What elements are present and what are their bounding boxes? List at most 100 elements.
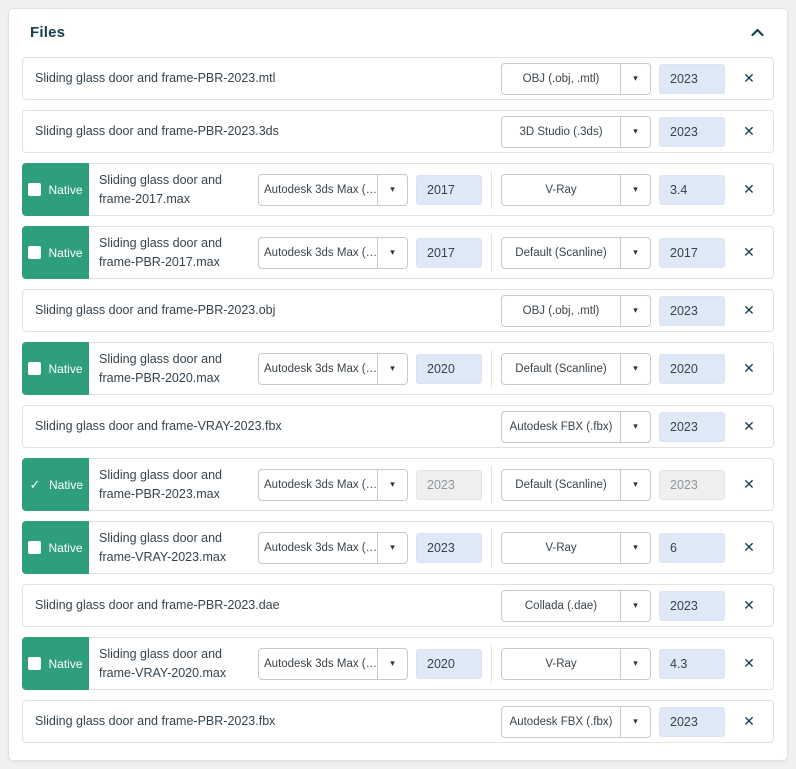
close-icon[interactable]: ✕ bbox=[733, 116, 765, 148]
renderer-select[interactable]: V-Ray ▾ bbox=[501, 647, 651, 680]
close-icon[interactable]: ✕ bbox=[733, 648, 765, 680]
format-select-value: Autodesk 3ds Max (… bbox=[264, 246, 377, 259]
native-badge[interactable]: ✓ Native bbox=[22, 458, 89, 511]
renderer-version-input[interactable] bbox=[659, 174, 725, 205]
renderer-select[interactable]: V-Ray ▾ bbox=[501, 173, 651, 206]
format-select[interactable]: 3D Studio (.3ds) ▾ bbox=[501, 115, 651, 148]
close-icon[interactable]: ✕ bbox=[733, 174, 765, 206]
close-icon[interactable]: ✕ bbox=[733, 411, 765, 443]
file-row: Native Sliding glass door and frame-VRAY… bbox=[22, 637, 774, 690]
format-select-value: Autodesk 3ds Max (… bbox=[264, 657, 377, 670]
file-row: Sliding glass door and frame-PBR-2023.ob… bbox=[22, 289, 774, 332]
chevron-down-icon[interactable]: ▾ bbox=[620, 706, 650, 737]
format-select[interactable]: OBJ (.obj, .mtl) ▾ bbox=[501, 62, 651, 95]
chevron-up-icon bbox=[751, 25, 764, 40]
native-checkbox[interactable] bbox=[28, 183, 42, 196]
chevron-down-icon[interactable]: ▾ bbox=[620, 532, 650, 563]
chevron-down-icon[interactable]: ▾ bbox=[620, 590, 650, 621]
native-badge[interactable]: Native bbox=[22, 637, 89, 690]
renderer-version-input[interactable] bbox=[659, 648, 725, 679]
format-year-input[interactable] bbox=[416, 469, 482, 500]
format-year-input[interactable] bbox=[659, 706, 725, 737]
chevron-down-icon[interactable]: ▾ bbox=[377, 353, 407, 384]
close-icon[interactable]: ✕ bbox=[733, 237, 765, 269]
renderer-select[interactable]: Default (Scanline) ▾ bbox=[501, 468, 651, 501]
close-icon[interactable]: ✕ bbox=[733, 63, 765, 95]
close-icon[interactable]: ✕ bbox=[733, 469, 765, 501]
format-year-input[interactable] bbox=[659, 590, 725, 621]
chevron-down-icon[interactable]: ▾ bbox=[377, 174, 407, 205]
format-select[interactable]: OBJ (.obj, .mtl) ▾ bbox=[501, 294, 651, 327]
file-row: Sliding glass door and frame-PBR-2023.da… bbox=[22, 584, 774, 627]
chevron-down-icon[interactable]: ▾ bbox=[620, 648, 650, 679]
chevron-down-icon[interactable]: ▾ bbox=[620, 411, 650, 442]
format-select-value: OBJ (.obj, .mtl) bbox=[522, 304, 600, 317]
native-checkbox[interactable]: ✓ bbox=[29, 477, 41, 492]
format-year-input[interactable] bbox=[416, 532, 482, 563]
chevron-down-icon[interactable]: ▾ bbox=[620, 63, 650, 94]
close-icon[interactable]: ✕ bbox=[733, 295, 765, 327]
format-year-input[interactable] bbox=[659, 63, 725, 94]
native-badge[interactable]: Native bbox=[22, 226, 89, 279]
format-year-input[interactable] bbox=[659, 411, 725, 442]
collapse-section-button[interactable] bbox=[747, 24, 768, 41]
format-select[interactable]: Autodesk FBX (.fbx) ▾ bbox=[501, 410, 651, 443]
file-row: ✓ Native Sliding glass door and frame-PB… bbox=[22, 458, 774, 511]
close-icon[interactable]: ✕ bbox=[733, 706, 765, 738]
native-badge[interactable]: Native bbox=[22, 342, 89, 395]
chevron-down-icon[interactable]: ▾ bbox=[620, 295, 650, 326]
file-name: Sliding glass door and frame-PBR-2023.fb… bbox=[35, 714, 276, 729]
format-year-input[interactable] bbox=[416, 648, 482, 679]
format-select-value: 3D Studio (.3ds) bbox=[519, 125, 603, 138]
native-checkbox[interactable] bbox=[28, 246, 42, 259]
format-year-input[interactable] bbox=[659, 116, 725, 147]
format-select[interactable]: Autodesk 3ds Max (… ▾ bbox=[258, 531, 408, 564]
format-year-input[interactable] bbox=[416, 353, 482, 384]
renderer-select[interactable]: Default (Scanline) ▾ bbox=[501, 236, 651, 269]
close-icon[interactable]: ✕ bbox=[733, 532, 765, 564]
row-controls: Autodesk FBX (.fbx) ▾ ✕ bbox=[501, 705, 773, 738]
chevron-down-icon[interactable]: ▾ bbox=[377, 648, 407, 679]
renderer-select[interactable]: Default (Scanline) ▾ bbox=[501, 352, 651, 385]
native-badge[interactable]: Native bbox=[22, 163, 89, 216]
renderer-version-input[interactable] bbox=[659, 237, 725, 268]
native-badge-label: Native bbox=[48, 182, 83, 197]
native-badge-label: Native bbox=[48, 656, 83, 671]
chevron-down-icon[interactable]: ▾ bbox=[377, 469, 407, 500]
format-select[interactable]: Autodesk 3ds Max (… ▾ bbox=[258, 647, 408, 680]
chevron-down-icon[interactable]: ▾ bbox=[620, 116, 650, 147]
group-divider bbox=[491, 233, 492, 272]
chevron-down-icon[interactable]: ▾ bbox=[620, 174, 650, 205]
format-year-input[interactable] bbox=[659, 295, 725, 326]
format-year-input[interactable] bbox=[416, 174, 482, 205]
format-select-value: Autodesk 3ds Max (… bbox=[264, 183, 377, 196]
renderer-select[interactable]: V-Ray ▾ bbox=[501, 531, 651, 564]
file-row: Native Sliding glass door and frame-PBR-… bbox=[22, 226, 774, 279]
renderer-version-input[interactable] bbox=[659, 532, 725, 563]
format-select[interactable]: Autodesk 3ds Max (… ▾ bbox=[258, 236, 408, 269]
row-controls: Autodesk FBX (.fbx) ▾ ✕ bbox=[501, 410, 773, 443]
file-name: Sliding glass door and frame-PBR-2023.da… bbox=[35, 598, 280, 613]
chevron-down-icon[interactable]: ▾ bbox=[620, 237, 650, 268]
format-select[interactable]: Collada (.dae) ▾ bbox=[501, 589, 651, 622]
format-year-input[interactable] bbox=[416, 237, 482, 268]
chevron-down-icon[interactable]: ▾ bbox=[377, 237, 407, 268]
native-checkbox[interactable] bbox=[28, 362, 42, 375]
format-select[interactable]: Autodesk 3ds Max (… ▾ bbox=[258, 468, 408, 501]
files-panel: Files Sliding glass door and frame-PBR-2… bbox=[8, 8, 788, 761]
format-select[interactable]: Autodesk 3ds Max (… ▾ bbox=[258, 352, 408, 385]
close-icon[interactable]: ✕ bbox=[733, 353, 765, 385]
renderer-select-value: V-Ray bbox=[545, 657, 577, 670]
native-checkbox[interactable] bbox=[28, 541, 42, 554]
native-checkbox[interactable] bbox=[28, 657, 42, 670]
format-select-value: Autodesk FBX (.fbx) bbox=[509, 715, 613, 728]
renderer-version-input[interactable] bbox=[659, 353, 725, 384]
chevron-down-icon[interactable]: ▾ bbox=[620, 353, 650, 384]
format-select[interactable]: Autodesk 3ds Max (… ▾ bbox=[258, 173, 408, 206]
chevron-down-icon[interactable]: ▾ bbox=[620, 469, 650, 500]
chevron-down-icon[interactable]: ▾ bbox=[377, 532, 407, 563]
format-select[interactable]: Autodesk FBX (.fbx) ▾ bbox=[501, 705, 651, 738]
native-badge[interactable]: Native bbox=[22, 521, 89, 574]
close-icon[interactable]: ✕ bbox=[733, 590, 765, 622]
renderer-version-input[interactable] bbox=[659, 469, 725, 500]
